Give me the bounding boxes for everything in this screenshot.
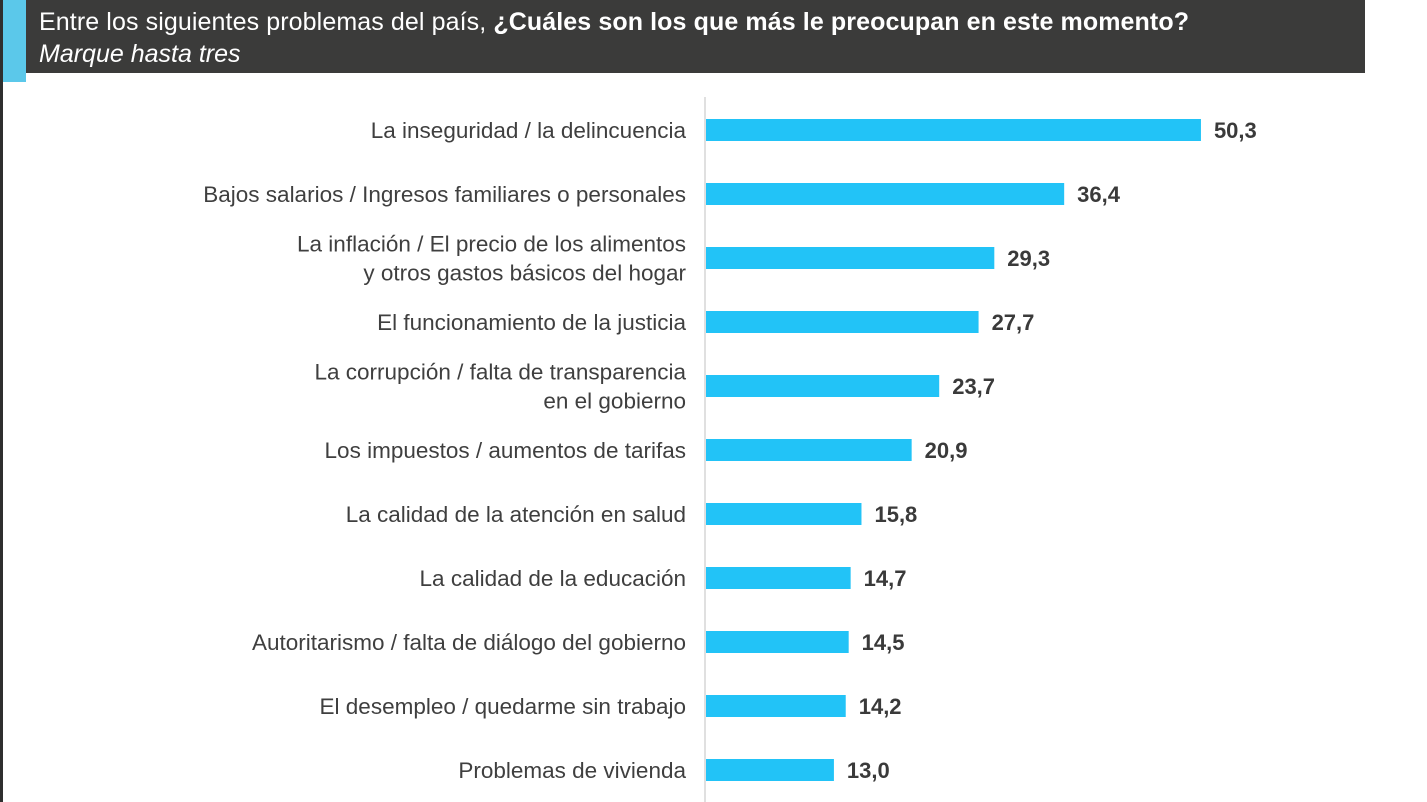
- bar-row: La inseguridad / la delincuencia 50,3: [371, 118, 1257, 143]
- bar-row: La corrupción / falta de transparencia en…: [315, 360, 996, 414]
- chart-title: Entre los siguientes problemas del país,…: [39, 8, 1189, 37]
- value-label: 27,7: [992, 310, 1035, 335]
- value-label: 14,5: [862, 630, 905, 655]
- title-regular: Entre los siguientes problemas del país,: [39, 8, 494, 36]
- value-label: 14,2: [859, 694, 902, 719]
- header-accent-block: [3, 0, 26, 82]
- chart-header: Entre los siguientes problemas del país,…: [26, 0, 1365, 73]
- bar-rows: La inseguridad / la delincuencia 50,3 Bajo…: [203, 118, 1257, 783]
- bar-row: Problemas de vivienda 13,0: [458, 758, 889, 783]
- bar-row: El desempleo / quedarme sin trabajo 14,2: [320, 694, 902, 719]
- bar: [706, 119, 1201, 141]
- value-label: 14,7: [864, 566, 907, 591]
- bar-row: La calidad de la atención en salud 15,8: [346, 502, 918, 527]
- bar: [706, 183, 1065, 205]
- bar: [706, 759, 834, 781]
- bar-row: La inflación / El precio de los alimento…: [297, 232, 1050, 286]
- bar: [706, 695, 846, 717]
- category-label: Los impuestos / aumentos de tarifas: [325, 438, 686, 463]
- category-label: Problemas de vivienda: [458, 758, 686, 783]
- category-label: en el gobierno: [543, 389, 686, 414]
- bar-row: Los impuestos / aumentos de tarifas 20,9: [325, 438, 968, 463]
- bar: [706, 375, 940, 397]
- category-label: y otros gastos básicos del hogar: [363, 261, 686, 286]
- category-label: La calidad de la educación: [420, 566, 686, 591]
- category-label: Bajos salarios / Ingresos familiares o p…: [203, 182, 686, 207]
- left-edge-strip: [0, 0, 3, 802]
- category-label: La inflación / El precio de los alimento…: [297, 232, 686, 257]
- bar: [706, 311, 979, 333]
- bar: [706, 631, 849, 653]
- category-label: La inseguridad / la delincuencia: [371, 118, 687, 143]
- value-label: 50,3: [1214, 118, 1257, 143]
- category-label: La calidad de la atención en salud: [346, 502, 686, 527]
- category-label: Autoritarismo / falta de diálogo del gob…: [252, 630, 686, 655]
- chart-subtitle: Marque hasta tres: [39, 40, 241, 68]
- value-label: 20,9: [925, 438, 968, 463]
- value-label: 29,3: [1007, 246, 1050, 271]
- bar: [706, 247, 995, 269]
- bar-row: La calidad de la educación 14,7: [420, 566, 907, 591]
- category-label: La corrupción / falta de transparencia: [315, 360, 687, 385]
- value-label: 15,8: [874, 502, 917, 527]
- bar: [706, 567, 851, 589]
- bar: [706, 503, 862, 525]
- bar: [706, 439, 912, 461]
- bar-row: Autoritarismo / falta de diálogo del gob…: [252, 630, 905, 655]
- value-label: 36,4: [1077, 182, 1121, 207]
- bar-row: El funcionamiento de la justicia 27,7: [377, 310, 1034, 335]
- value-label: 23,7: [952, 374, 995, 399]
- bar-row: Bajos salarios / Ingresos familiares o p…: [203, 182, 1120, 207]
- category-label: El desempleo / quedarme sin trabajo: [320, 694, 686, 719]
- value-label: 13,0: [847, 758, 890, 783]
- category-label: El funcionamiento de la justicia: [377, 310, 686, 335]
- title-bold: ¿Cuáles son los que más le preocupan en …: [493, 8, 1190, 36]
